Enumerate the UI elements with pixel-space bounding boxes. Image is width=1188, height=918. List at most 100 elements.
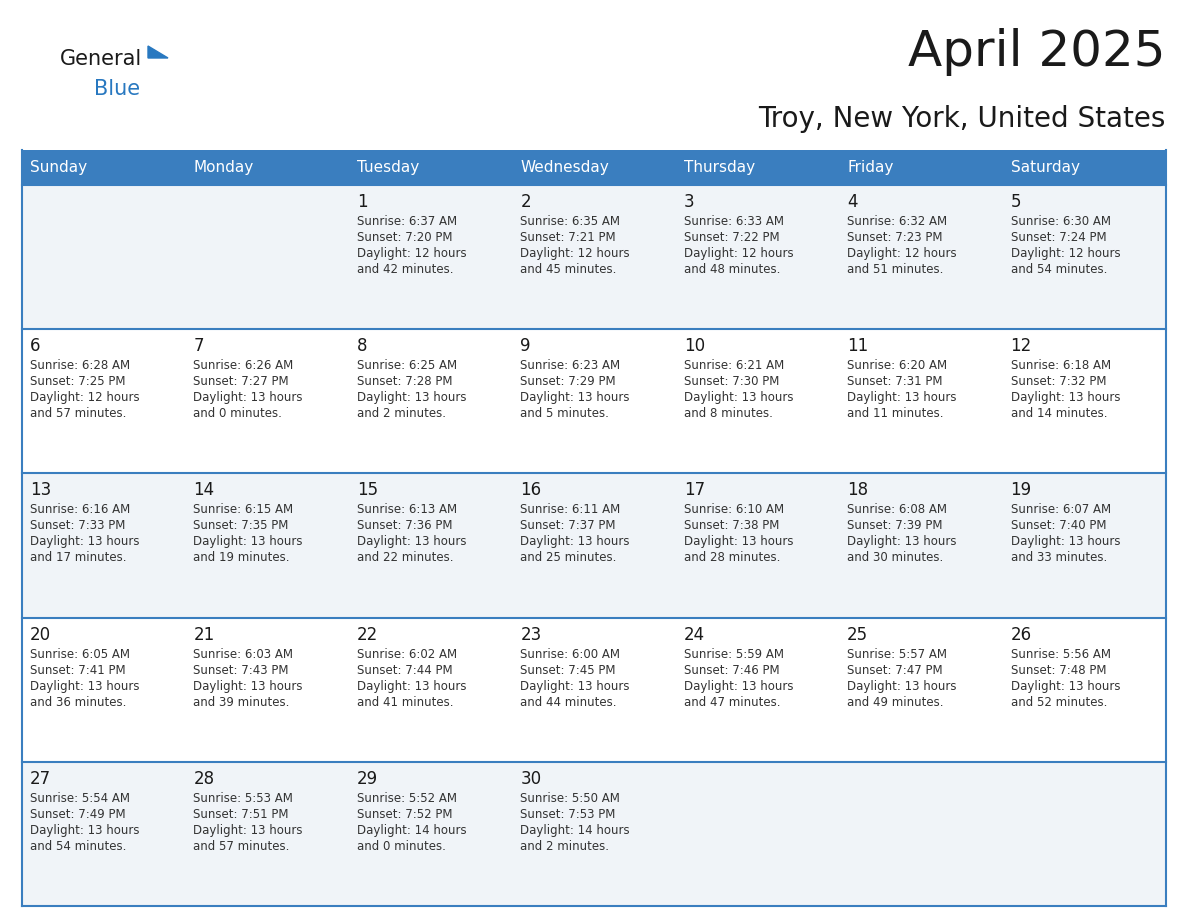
Bar — [676, 150, 839, 185]
Text: and 36 minutes.: and 36 minutes. — [30, 696, 126, 709]
Text: Sunset: 7:44 PM: Sunset: 7:44 PM — [356, 664, 453, 677]
Text: Sunrise: 6:23 AM: Sunrise: 6:23 AM — [520, 359, 620, 372]
Text: Daylight: 13 hours: Daylight: 13 hours — [684, 391, 794, 404]
Text: and 49 minutes.: and 49 minutes. — [847, 696, 943, 709]
Text: Sunset: 7:40 PM: Sunset: 7:40 PM — [1011, 520, 1106, 532]
Text: Daylight: 13 hours: Daylight: 13 hours — [1011, 391, 1120, 404]
Text: Daylight: 14 hours: Daylight: 14 hours — [356, 823, 467, 837]
Bar — [676, 762, 839, 906]
Bar — [1003, 330, 1165, 474]
Text: Daylight: 12 hours: Daylight: 12 hours — [684, 247, 794, 260]
Text: Daylight: 13 hours: Daylight: 13 hours — [356, 679, 467, 692]
Text: Sunset: 7:38 PM: Sunset: 7:38 PM — [684, 520, 779, 532]
Text: and 54 minutes.: and 54 minutes. — [1011, 263, 1107, 276]
Bar — [676, 474, 839, 618]
Text: 12: 12 — [1011, 337, 1032, 355]
Bar — [1003, 762, 1165, 906]
Text: Sunrise: 5:59 AM: Sunrise: 5:59 AM — [684, 647, 784, 661]
Text: Sunrise: 6:20 AM: Sunrise: 6:20 AM — [847, 359, 947, 372]
Text: Sunrise: 6:16 AM: Sunrise: 6:16 AM — [30, 503, 131, 517]
Text: Daylight: 12 hours: Daylight: 12 hours — [1011, 247, 1120, 260]
Text: Sunrise: 6:13 AM: Sunrise: 6:13 AM — [356, 503, 457, 517]
Text: 24: 24 — [684, 625, 704, 644]
Text: Saturday: Saturday — [1011, 160, 1080, 175]
Text: Daylight: 13 hours: Daylight: 13 hours — [30, 679, 139, 692]
Text: Sunset: 7:22 PM: Sunset: 7:22 PM — [684, 231, 779, 244]
Text: 20: 20 — [30, 625, 51, 644]
Text: Daylight: 13 hours: Daylight: 13 hours — [520, 535, 630, 548]
Text: 21: 21 — [194, 625, 215, 644]
Text: Wednesday: Wednesday — [520, 160, 609, 175]
Text: Sunset: 7:21 PM: Sunset: 7:21 PM — [520, 231, 615, 244]
Text: and 0 minutes.: and 0 minutes. — [194, 408, 283, 420]
Text: Sunset: 7:30 PM: Sunset: 7:30 PM — [684, 375, 779, 388]
Bar — [839, 330, 1003, 474]
Bar — [349, 762, 512, 906]
Text: Troy, New York, United States: Troy, New York, United States — [759, 105, 1165, 133]
Text: Sunrise: 6:02 AM: Sunrise: 6:02 AM — [356, 647, 457, 661]
Text: Daylight: 13 hours: Daylight: 13 hours — [194, 823, 303, 837]
Text: Sunrise: 6:21 AM: Sunrise: 6:21 AM — [684, 359, 784, 372]
Bar — [185, 185, 349, 330]
Text: 18: 18 — [847, 481, 868, 499]
Text: and 2 minutes.: and 2 minutes. — [520, 840, 609, 853]
Text: Daylight: 13 hours: Daylight: 13 hours — [684, 679, 794, 692]
Text: Sunrise: 6:15 AM: Sunrise: 6:15 AM — [194, 503, 293, 517]
Text: 27: 27 — [30, 770, 51, 788]
Text: 9: 9 — [520, 337, 531, 355]
Text: 15: 15 — [356, 481, 378, 499]
Bar — [23, 330, 185, 474]
Bar — [1003, 150, 1165, 185]
Text: Daylight: 13 hours: Daylight: 13 hours — [356, 391, 467, 404]
Text: Daylight: 13 hours: Daylight: 13 hours — [30, 535, 139, 548]
Bar — [839, 762, 1003, 906]
Text: Sunrise: 6:33 AM: Sunrise: 6:33 AM — [684, 215, 784, 228]
Text: and 57 minutes.: and 57 minutes. — [194, 840, 290, 853]
Text: Sunset: 7:28 PM: Sunset: 7:28 PM — [356, 375, 453, 388]
Text: 8: 8 — [356, 337, 367, 355]
Bar — [512, 618, 676, 762]
Text: and 8 minutes.: and 8 minutes. — [684, 408, 772, 420]
Text: and 2 minutes.: and 2 minutes. — [356, 408, 446, 420]
Text: 2: 2 — [520, 193, 531, 211]
Bar — [185, 474, 349, 618]
Text: Sunset: 7:32 PM: Sunset: 7:32 PM — [1011, 375, 1106, 388]
Text: Daylight: 13 hours: Daylight: 13 hours — [847, 679, 956, 692]
Text: Sunday: Sunday — [30, 160, 87, 175]
Text: Daylight: 12 hours: Daylight: 12 hours — [356, 247, 467, 260]
Text: and 51 minutes.: and 51 minutes. — [847, 263, 943, 276]
Bar — [1003, 185, 1165, 330]
Text: Sunset: 7:41 PM: Sunset: 7:41 PM — [30, 664, 126, 677]
Text: Sunset: 7:23 PM: Sunset: 7:23 PM — [847, 231, 942, 244]
Text: Daylight: 13 hours: Daylight: 13 hours — [194, 391, 303, 404]
Text: Blue: Blue — [94, 79, 140, 99]
Text: Sunset: 7:37 PM: Sunset: 7:37 PM — [520, 520, 615, 532]
Text: Monday: Monday — [194, 160, 254, 175]
Text: Sunrise: 6:28 AM: Sunrise: 6:28 AM — [30, 359, 131, 372]
Text: 30: 30 — [520, 770, 542, 788]
Text: Sunset: 7:31 PM: Sunset: 7:31 PM — [847, 375, 942, 388]
Text: Daylight: 13 hours: Daylight: 13 hours — [847, 391, 956, 404]
Text: 4: 4 — [847, 193, 858, 211]
Text: Sunset: 7:27 PM: Sunset: 7:27 PM — [194, 375, 289, 388]
Text: 11: 11 — [847, 337, 868, 355]
Text: and 41 minutes.: and 41 minutes. — [356, 696, 454, 709]
Bar — [1003, 618, 1165, 762]
Bar — [23, 185, 185, 330]
Text: Daylight: 13 hours: Daylight: 13 hours — [847, 535, 956, 548]
Bar — [23, 150, 185, 185]
Text: Daylight: 12 hours: Daylight: 12 hours — [30, 391, 140, 404]
Bar — [512, 330, 676, 474]
Text: Sunrise: 6:32 AM: Sunrise: 6:32 AM — [847, 215, 947, 228]
Text: and 11 minutes.: and 11 minutes. — [847, 408, 943, 420]
Text: 17: 17 — [684, 481, 704, 499]
Text: and 39 minutes.: and 39 minutes. — [194, 696, 290, 709]
Text: Sunrise: 5:57 AM: Sunrise: 5:57 AM — [847, 647, 947, 661]
Text: 5: 5 — [1011, 193, 1020, 211]
Bar — [839, 618, 1003, 762]
Text: 22: 22 — [356, 625, 378, 644]
Text: Sunrise: 6:05 AM: Sunrise: 6:05 AM — [30, 647, 129, 661]
Text: Sunset: 7:33 PM: Sunset: 7:33 PM — [30, 520, 126, 532]
Bar — [23, 474, 185, 618]
Text: and 45 minutes.: and 45 minutes. — [520, 263, 617, 276]
